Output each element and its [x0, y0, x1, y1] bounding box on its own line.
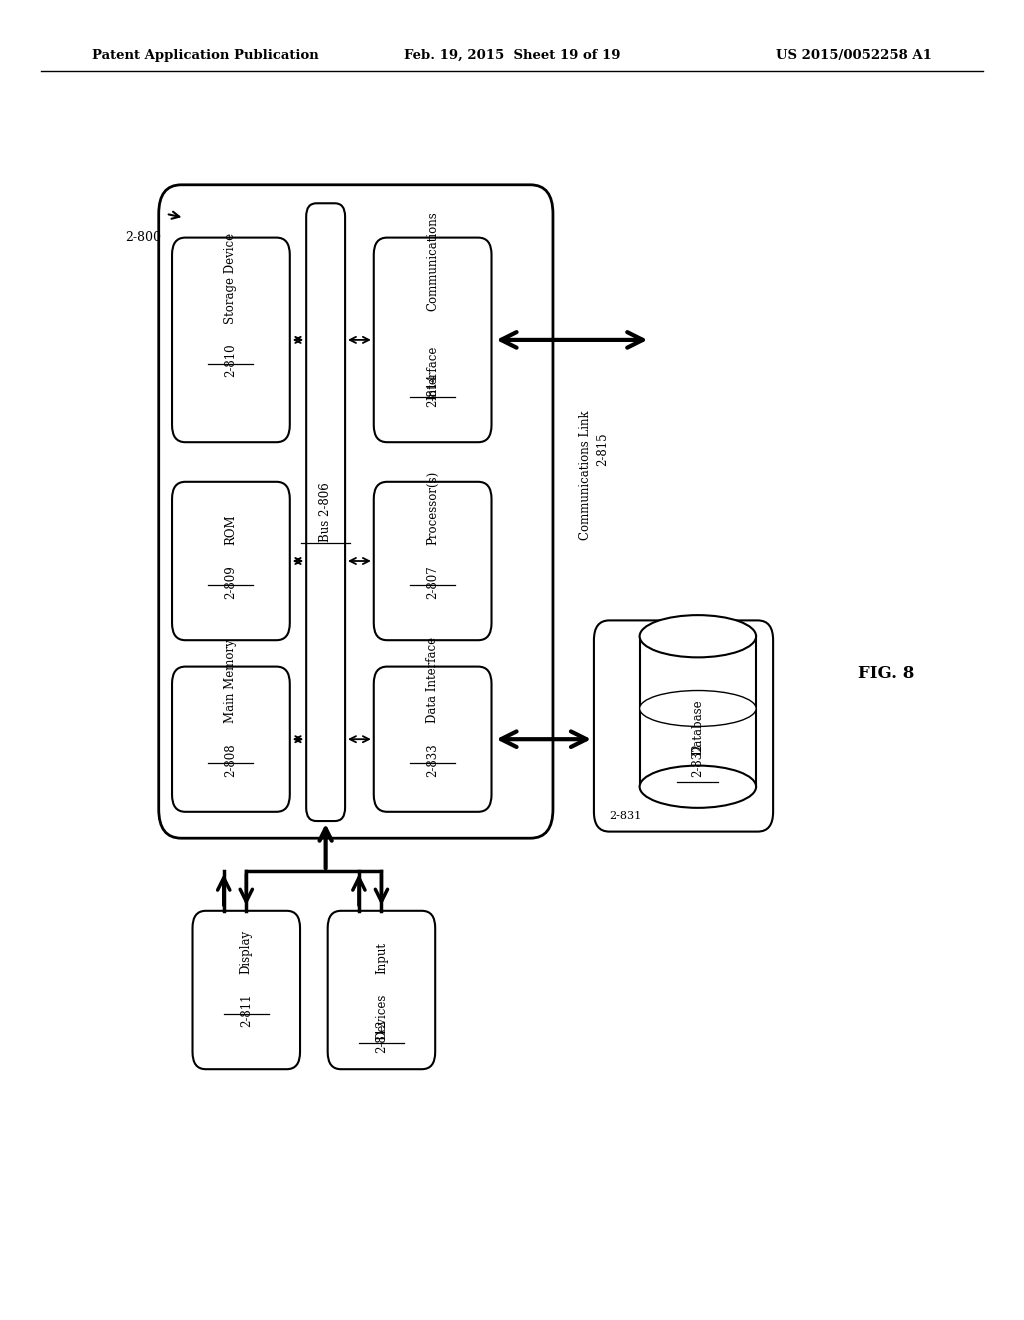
FancyBboxPatch shape: [374, 238, 492, 442]
Text: Input: Input: [375, 942, 388, 974]
Ellipse shape: [640, 615, 756, 657]
Text: US 2015/0052258 A1: US 2015/0052258 A1: [776, 49, 932, 62]
FancyBboxPatch shape: [172, 667, 290, 812]
Text: 2-815: 2-815: [596, 432, 609, 466]
Text: Storage Device: Storage Device: [224, 232, 238, 323]
Text: Main Memory: Main Memory: [224, 640, 238, 723]
Text: 2-812: 2-812: [375, 1019, 388, 1052]
Ellipse shape: [640, 690, 756, 726]
Text: 2-831: 2-831: [609, 810, 641, 821]
Text: ROM: ROM: [224, 515, 238, 545]
Text: 2-814: 2-814: [426, 372, 439, 407]
Text: 2-800: 2-800: [125, 231, 162, 244]
Text: 2-807: 2-807: [426, 565, 439, 599]
Text: Patent Application Publication: Patent Application Publication: [92, 49, 318, 62]
Text: Communications: Communications: [426, 211, 439, 310]
Text: 2-809: 2-809: [224, 565, 238, 599]
Text: 2-808: 2-808: [224, 743, 238, 776]
Bar: [640, 636, 756, 787]
Text: 2-832: 2-832: [691, 743, 705, 776]
Text: Communications Link: Communications Link: [579, 411, 592, 540]
Text: Feb. 19, 2015  Sheet 19 of 19: Feb. 19, 2015 Sheet 19 of 19: [403, 49, 621, 62]
Text: FIG. 8: FIG. 8: [857, 665, 914, 681]
Text: 2-833: 2-833: [426, 743, 439, 777]
Text: Bus 2-806: Bus 2-806: [319, 482, 332, 543]
FancyBboxPatch shape: [159, 185, 553, 838]
FancyBboxPatch shape: [374, 482, 492, 640]
Text: Display: Display: [240, 931, 253, 974]
Text: Database: Database: [691, 700, 705, 755]
Text: 2-810: 2-810: [224, 343, 238, 378]
FancyBboxPatch shape: [328, 911, 435, 1069]
FancyBboxPatch shape: [193, 911, 300, 1069]
Text: Interface: Interface: [426, 345, 439, 400]
FancyBboxPatch shape: [172, 482, 290, 640]
FancyBboxPatch shape: [172, 238, 290, 442]
FancyBboxPatch shape: [374, 667, 492, 812]
Text: Devices: Devices: [375, 994, 388, 1040]
FancyBboxPatch shape: [306, 203, 345, 821]
Text: Processor(s): Processor(s): [426, 471, 439, 545]
Ellipse shape: [640, 766, 756, 808]
Text: 2-811: 2-811: [240, 994, 253, 1027]
Text: Data Interface: Data Interface: [426, 638, 439, 723]
FancyBboxPatch shape: [594, 620, 773, 832]
